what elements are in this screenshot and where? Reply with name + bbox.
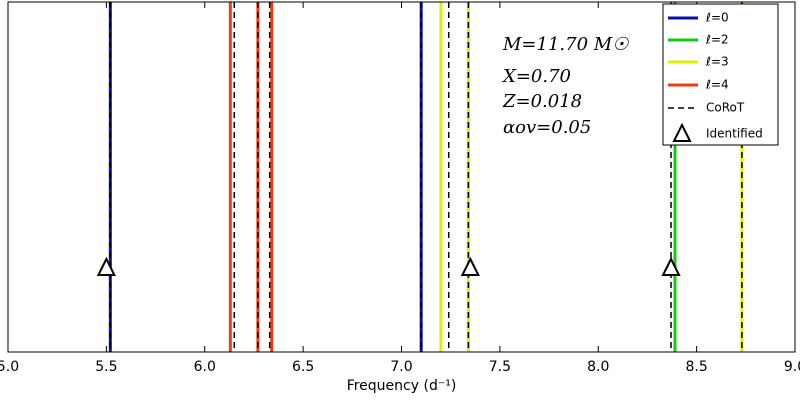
legend-label: Identified [706, 127, 763, 141]
legend-label: ℓ=3 [705, 55, 729, 69]
annotation: αov=0.05 [503, 117, 591, 138]
legend-label: CoRoT [706, 101, 745, 115]
legend-box [662, 3, 779, 146]
x-tick-label: 7.0 [390, 359, 412, 375]
legend-label: ℓ=4 [705, 78, 729, 92]
legend-label: ℓ=2 [705, 33, 729, 47]
plot-frame [7, 1, 796, 353]
triangle-marker [661, 256, 681, 276]
annotation: X=0.70 [501, 66, 571, 87]
annotation: M=11.70 M☉ [502, 34, 629, 55]
x-tick-label: 6.5 [292, 359, 314, 375]
x-tick-label: 5.0 [0, 359, 19, 375]
annotation: Z=0.018 [502, 91, 582, 112]
triangle-marker [460, 256, 480, 276]
x-tick-label: 7.5 [489, 359, 511, 375]
x-tick-label: 9.0 [784, 359, 800, 375]
x-tick-label: 8.5 [685, 359, 707, 375]
triangle-marker [96, 256, 116, 276]
x-axis-label: Frequency (d⁻¹) [347, 378, 457, 394]
x-tick-label: 6.0 [194, 359, 216, 375]
legend-label: ℓ=0 [705, 11, 729, 25]
legend: ℓ=0 ℓ=2 ℓ=3 ℓ=4 CoRoT Identified [662, 3, 779, 146]
legend-marker [672, 122, 692, 142]
x-tick-label: 5.5 [95, 359, 117, 375]
x-tick-label: 8.0 [587, 359, 609, 375]
